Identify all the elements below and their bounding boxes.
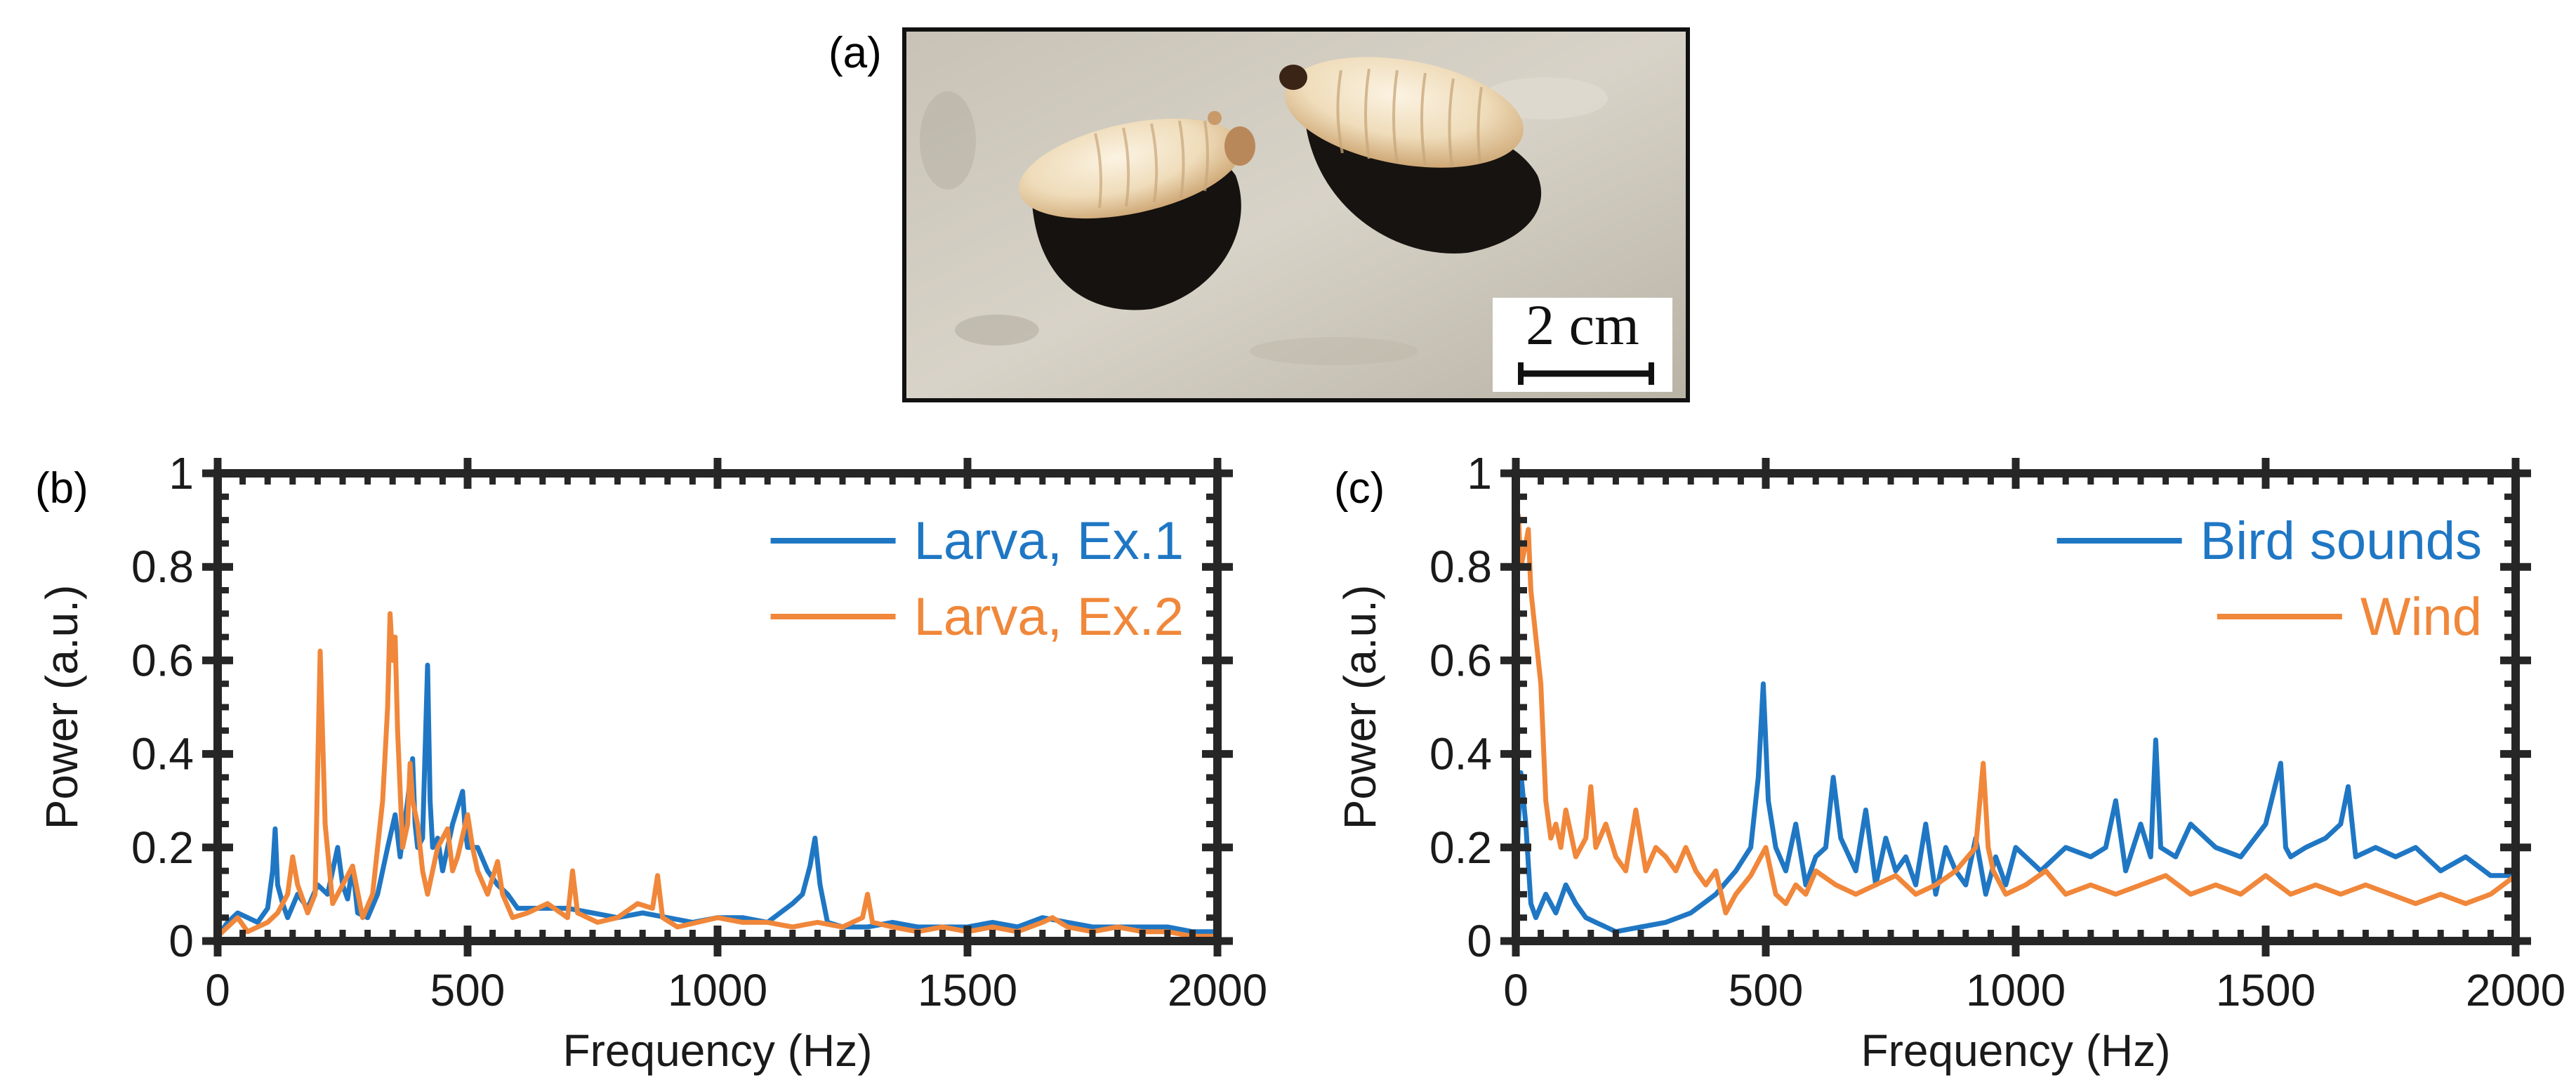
panel-c-y-tick-label: 0.2 [1429,822,1492,873]
panel-a: (a) [828,27,1690,402]
panel-b-x-tick-label: 1500 [918,965,1017,1015]
panel-b-chart: (b) 0 500 1000 1500 2000 0 0.2 0.4 0.6 0.8 1 Frequen… [35,448,1267,1076]
larva-2 [1279,57,1524,168]
panel-b-y-tick-label: 0.4 [131,729,194,779]
panel-b-x-tick-label: 1000 [668,965,767,1015]
panel-c-y-tick-label: 0.8 [1429,541,1492,592]
panel-b-y-axis-title: Power (a.u.) [37,585,87,830]
panel-c-x-tick-label: 0 [1503,965,1528,1015]
panel-c-x-axis-title: Frequency (Hz) [1861,1025,2171,1076]
scale-bar-label: 2 cm [1526,293,1639,357]
panel-b-x-tick-label: 2000 [1168,965,1267,1015]
panel-c-y-tick-label: 0.6 [1429,635,1492,685]
panel-b-series-1-line [218,662,1217,938]
panel-b-y-tick-label: 0.6 [131,635,194,685]
panel-b-x-axis-title: Frequency (Hz) [563,1025,873,1076]
panel-b-y-tick-label: 0 [169,916,194,966]
panel-b-y-tick-label: 1 [169,448,194,499]
panel-b-y-tick-label: 0.2 [131,822,194,873]
panel-c-x-tick-label: 2000 [2466,965,2565,1015]
panel-c-legend-label-2: Wind [2360,587,2482,647]
panel-c-legend-label-1: Bird sounds [2200,511,2482,571]
panel-b-y-tick-label: 0.8 [131,541,194,592]
larva-1 [1018,111,1255,219]
panel-c-y-tick-label: 1 [1467,448,1492,499]
panel-b-legend-label-2: Larva, Ex.2 [914,587,1184,647]
panel-b-x-tick-label: 500 [430,965,506,1015]
panel-c-y-tick-label: 0.4 [1429,729,1492,779]
panel-c-chart: (c) 0 500 1000 1500 2000 0 0.2 0.4 0.6 0.8 1 Frequen… [1334,448,2565,1076]
panel-c-label: (c) [1334,464,1385,513]
panel-b-label: (b) [35,464,88,513]
larvae-photo: 2 cm [902,27,1690,402]
panel-c-series-1-line [1516,681,2516,935]
panel-a-label: (a) [828,29,882,77]
panel-c-x-tick-label: 1000 [1966,965,2066,1015]
panel-b-series-2-line [218,611,1217,939]
panel-b-x-tick-label: 0 [205,965,230,1015]
panel-c-y-tick-label: 0 [1467,916,1492,966]
panel-c-x-tick-label: 1500 [2216,965,2316,1015]
panel-b-legend-label-1: Larva, Ex.1 [914,511,1184,571]
panel-c-x-tick-label: 500 [1729,965,1804,1015]
panel-c-y-axis-title: Power (a.u.) [1335,585,1385,830]
panel-c-series-2-line [1516,513,2516,916]
scale-bar: 2 cm [1493,293,1672,392]
